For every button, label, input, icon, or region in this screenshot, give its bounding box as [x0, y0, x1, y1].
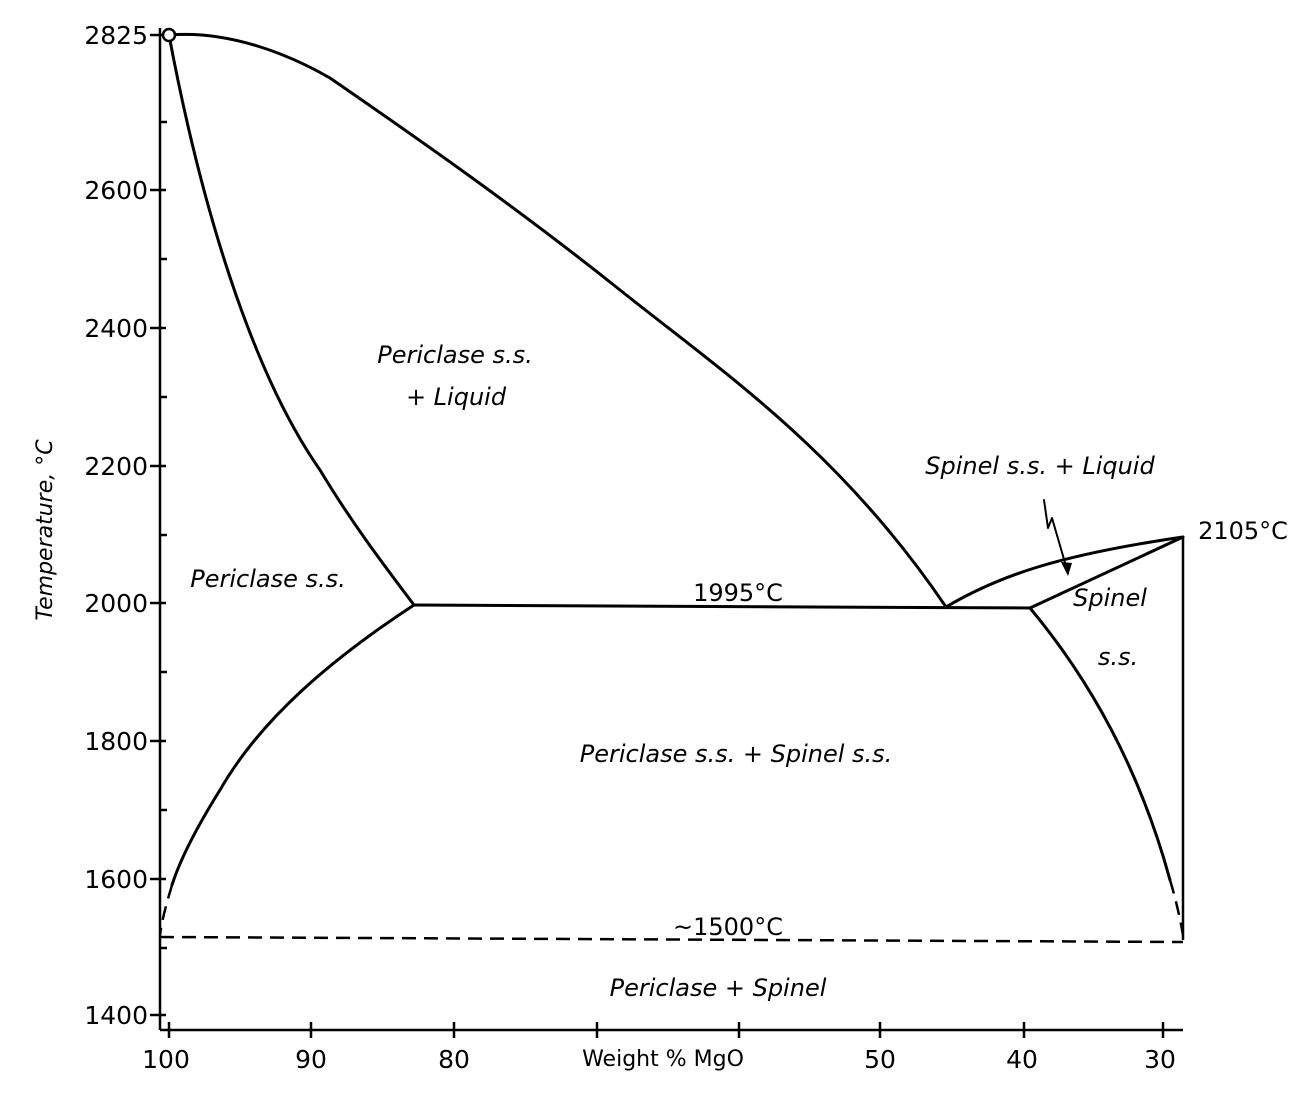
subsolidus-label: ~1500°C: [673, 913, 783, 941]
eutectic-line: [412, 603, 1032, 610]
y-tick-2600: 2600: [84, 176, 148, 205]
spinel-liquid-pointer-arrow: [1043, 499, 1069, 574]
x-tick-30: 30: [1144, 1045, 1176, 1074]
y-axis-ticks: [150, 33, 167, 1017]
arrowhead-icon: [1061, 562, 1072, 576]
region-label-periclase-spinel: Periclase + Spinel: [610, 974, 827, 1002]
y-tick-2000: 2000: [84, 589, 148, 618]
region-label-periclase-ss: Periclase s.s.: [190, 565, 346, 593]
y-tick-2825: 2825: [84, 21, 148, 50]
region-label-spinel-ss-2: s.s.: [1098, 643, 1138, 671]
region-label-spinel-ss-1: Spinel: [1073, 584, 1147, 612]
eutectic-label: 1995°C: [693, 579, 783, 607]
periclase-solidus-curve: [167, 33, 416, 607]
spinel-solvus-curve: [1028, 606, 1172, 882]
y-axis-title: Temperature, °C: [33, 439, 58, 621]
x-tick-80: 80: [438, 1045, 470, 1074]
region-label-periclase-spinel-ss: Periclase s.s. + Spinel s.s.: [580, 740, 893, 768]
x-axis-ticks: [167, 1022, 1165, 1038]
x-tick-100: 100: [142, 1045, 190, 1074]
x-tick-50: 50: [864, 1045, 896, 1074]
x-axis-title: Weight % MgO: [582, 1047, 744, 1072]
spinel-melting-label: 2105°C: [1198, 517, 1288, 545]
spinel-solvus-dashed: [1168, 879, 1185, 936]
y-tick-1400: 1400: [84, 1001, 148, 1030]
region-label-periclase-liquid-1: Periclase s.s.: [377, 341, 533, 369]
periclase-solvus-curve: [170, 603, 416, 887]
y-tick-1600: 1600: [84, 865, 148, 894]
y-tick-2400: 2400: [84, 314, 148, 343]
spinel-liquidus-curve: [944, 535, 1185, 609]
region-label-spinel-liquid: Spinel s.s. + Liquid: [925, 452, 1155, 480]
subsolidus-dashed-line: [159, 935, 1184, 944]
y-tick-1800: 1800: [84, 727, 148, 756]
melting-point-marker: [161, 27, 177, 43]
periclase-solvus-dashed: [158, 884, 174, 936]
y-tick-2200: 2200: [84, 452, 148, 481]
x-tick-40: 40: [1006, 1045, 1038, 1074]
x-tick-90: 90: [295, 1045, 327, 1074]
region-label-periclase-liquid-2: + Liquid: [406, 383, 507, 411]
periclase-liquidus-curve: [167, 32, 948, 609]
spinel-solidus-line: [1028, 535, 1185, 610]
